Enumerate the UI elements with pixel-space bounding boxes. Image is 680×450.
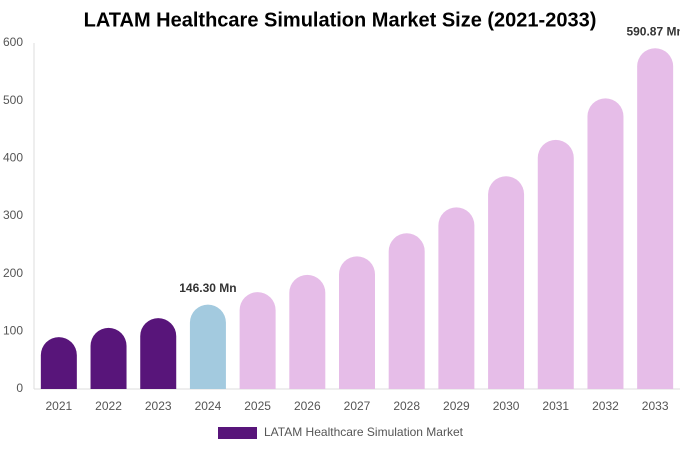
bar: [40, 337, 77, 389]
value-label: 146.30 Mn: [179, 281, 236, 295]
bar: [289, 274, 326, 389]
y-tick-label: 300: [3, 208, 23, 222]
x-tick-label: 2025: [244, 399, 271, 413]
bar: [189, 304, 226, 389]
y-tick-label: 100: [3, 324, 23, 338]
y-tick-label: 500: [3, 93, 23, 107]
legend-swatch: [218, 427, 257, 439]
x-tick-label: 2033: [642, 399, 669, 413]
bar: [140, 318, 177, 389]
bar: [488, 176, 525, 389]
x-tick-label: 2031: [542, 399, 569, 413]
y-tick-label: 600: [3, 35, 23, 49]
bar: [388, 233, 425, 389]
bar: [637, 48, 674, 390]
x-tick-label: 2030: [493, 399, 520, 413]
x-tick-label: 2026: [294, 399, 321, 413]
x-tick-label: 2024: [195, 399, 222, 413]
x-tick-label: 2023: [145, 399, 172, 413]
x-tick-label: 2032: [592, 399, 619, 413]
bar: [239, 292, 276, 389]
bar: [438, 207, 475, 389]
bar: [339, 256, 375, 389]
x-tick-label: 2028: [393, 399, 420, 413]
x-tick-label: 2022: [95, 399, 122, 413]
y-tick-label: 400: [3, 151, 23, 165]
value-label: 590.87 Mn: [626, 24, 680, 38]
x-tick-label: 2021: [45, 399, 72, 413]
x-tick-label: 2027: [344, 399, 371, 413]
bar: [90, 327, 127, 389]
legend-label: LATAM Healthcare Simulation Market: [264, 425, 464, 439]
chart-title: LATAM Healthcare Simulation Market Size …: [84, 9, 597, 31]
bar: [587, 98, 624, 390]
y-tick-label: 0: [16, 381, 23, 395]
x-tick-label: 2029: [443, 399, 470, 413]
y-tick-label: 200: [3, 266, 23, 280]
bar: [537, 139, 574, 389]
